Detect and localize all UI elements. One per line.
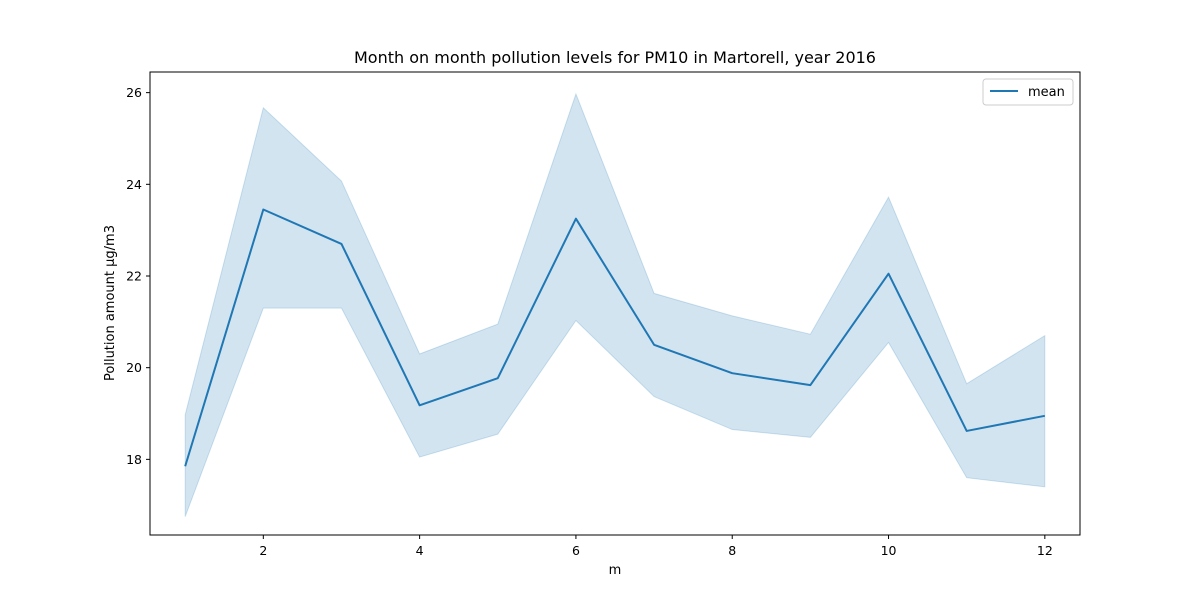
y-tick-label-24: 24 [126,177,142,192]
x-axis-label: m [609,563,622,578]
chart-title: Month on month pollution levels for PM10… [354,48,876,67]
y-tick-label-22: 22 [126,268,142,283]
x-tick-label-12: 12 [1037,543,1053,558]
x-tick-label-4: 4 [416,543,424,558]
y-tick-label-26: 26 [126,85,142,100]
legend-box [982,78,1074,106]
legend: mean [982,78,1074,106]
x-tick-label-8: 8 [728,543,736,558]
x-tick-label-6: 6 [572,543,580,558]
y-tick-label-20: 20 [126,360,142,375]
y-tick-label-18: 18 [126,452,142,467]
y-axis-label: Pollution amount µg/m3 [103,225,118,381]
x-axis: 2 4 6 8 10 12 [259,535,1053,558]
legend-label-mean: mean [1028,85,1065,100]
plot-area [184,92,1046,517]
series-line-mean [184,208,1046,467]
confidence-band-mean [184,92,1046,517]
x-tick-label-10: 10 [881,543,897,558]
plot-frame [149,71,1081,536]
x-tick-label-2: 2 [259,543,267,558]
y-axis: 18 20 22 24 26 [126,85,150,467]
